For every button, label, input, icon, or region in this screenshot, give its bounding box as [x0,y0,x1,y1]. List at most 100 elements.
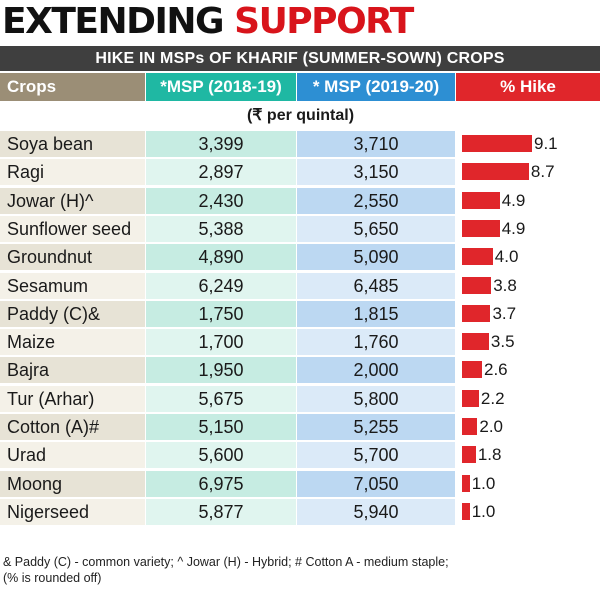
hike-bar [462,502,470,520]
msp-2019-value: 1,760 [297,329,455,356]
hike-bar [462,219,500,237]
hike-cell: 1.8 [456,442,600,469]
hike-cell: 3.8 [456,272,600,299]
hike-data-label: 4.9 [501,218,526,238]
msp-2018-value: 5,877 [146,498,296,525]
hike-data-label: 2.2 [480,388,505,408]
table-row: Jowar (H)^ 2,430 2,550 4.9 [0,187,600,214]
footnote: & Paddy (C) - common variety; ^ Jowar (H… [3,554,597,586]
hike-cell: 2.2 [456,385,600,412]
hike-cell: 3.7 [456,300,600,327]
title-part-2: SUPPORT [234,1,414,42]
hike-data-label: 3.5 [490,332,515,352]
table-row: Sunflower seed 5,388 5,650 4.9 [0,215,600,242]
crop-name: Ragi [0,159,145,186]
crop-name: Sunflower seed [0,215,145,242]
crop-name: Cotton (A)# [0,414,145,440]
table-row: Bajra 1,950 2,000 2.6 [0,357,600,384]
crop-name: Tur (Arhar) [0,385,145,412]
hike-cell: 1.0 [456,470,600,497]
msp-2019-value: 5,940 [297,498,455,525]
hike-bar [462,163,529,181]
crop-name: Jowar (H)^ [0,187,145,214]
hike-data-label: 1.0 [471,473,496,493]
table-header-row: Crops *MSP (2018-19) * MSP (2019-20) % H… [0,73,600,101]
hike-data-label: 2.6 [484,360,508,380]
hike-cell: 4.9 [456,187,600,214]
msp-2018-value: 5,150 [146,414,296,440]
msp-2018-value: 2,897 [146,159,296,186]
table-row: Groundnut 4,890 5,090 4.0 [0,244,600,271]
hike-bar [462,135,532,152]
table-row: Cotton (A)# 5,150 5,255 2.0 [0,414,600,440]
hike-cell: 2.0 [456,414,600,440]
table-row: Paddy (C)& 1,750 1,815 3.7 [0,300,600,327]
crop-name: Maize [0,329,145,356]
msp-2018-value: 1,700 [146,329,296,356]
column-header-hike: % Hike [456,73,600,101]
hike-cell: 9.1 [456,131,600,157]
msp-2019-value: 5,800 [297,385,455,412]
msp-2018-value: 5,388 [146,215,296,242]
hike-data-label: 4.0 [494,247,519,267]
column-header-msp-2019: * MSP (2019-20) [297,73,455,101]
table-row: Maize 1,700 1,760 3.5 [0,329,600,356]
table-row: Sesamum 6,249 6,485 3.8 [0,272,600,299]
page-title: EXTENDING SUPPORT [2,0,414,44]
hike-data-label: 9.1 [534,134,558,153]
msp-2018-value: 5,600 [146,442,296,469]
column-header-crops: Crops [0,73,145,101]
table-row: Nigerseed 5,877 5,940 1.0 [0,498,600,525]
hike-bar [462,474,470,492]
unit-row: (₹ per quintal) [0,103,600,129]
hike-bar [462,389,479,407]
hike-cell: 1.0 [456,498,600,525]
msp-2019-value: 6,485 [297,272,455,299]
crop-name: Sesamum [0,272,145,299]
crop-name: Urad [0,442,145,469]
hike-bar [462,276,492,294]
table-row: Soya bean 3,399 3,710 9.1 [0,131,600,157]
crop-name: Moong [0,470,145,497]
msp-2019-value: 2,000 [297,357,455,384]
crop-name: Bajra [0,357,145,384]
hike-data-label: 4.9 [501,190,526,210]
title-part-1: EXTENDING [2,1,225,42]
hike-data-label: 3.8 [493,275,517,295]
msp-2018-value: 5,675 [146,385,296,412]
hike-cell: 3.5 [456,329,600,356]
hike-data-label: 2.0 [479,417,504,436]
unit-label: (₹ per quintal) [146,103,455,129]
msp-2019-value: 5,700 [297,442,455,469]
hike-cell: 4.0 [456,244,600,271]
msp-2018-value: 3,399 [146,131,296,157]
crop-name: Nigerseed [0,498,145,525]
msp-2018-value: 6,975 [146,470,296,497]
msp-2019-value: 3,150 [297,159,455,186]
hike-bar [462,446,476,464]
msp-2018-value: 6,249 [146,272,296,299]
msp-2019-value: 3,710 [297,131,455,157]
hike-bar [462,191,500,209]
table-row: Tur (Arhar) 5,675 5,800 2.2 [0,385,600,412]
hike-bar [462,361,482,379]
table-row: Moong 6,975 7,050 1.0 [0,470,600,497]
msp-2019-value: 5,650 [297,215,455,242]
crop-name: Soya bean [0,131,145,157]
msp-2019-value: 5,255 [297,414,455,440]
hike-cell: 4.9 [456,215,600,242]
column-header-msp-2018: *MSP (2018-19) [146,73,296,101]
msp-2019-value: 1,815 [297,300,455,327]
hike-data-label: 1.8 [477,445,502,465]
hike-bar [462,333,489,351]
footnote-line-2: (% is rounded off) [3,571,102,585]
msp-2018-value: 2,430 [146,187,296,214]
crop-name: Paddy (C)& [0,300,145,327]
crop-name: Groundnut [0,244,145,271]
footnote-line-1: & Paddy (C) - common variety; ^ Jowar (H… [3,555,449,569]
subtitle-bar: HIKE IN MSPs OF KHARIF (SUMMER-SOWN) CRO… [0,46,600,71]
table-row: Urad 5,600 5,700 1.8 [0,442,600,469]
hike-data-label: 3.7 [492,303,517,323]
hike-cell: 2.6 [456,357,600,384]
